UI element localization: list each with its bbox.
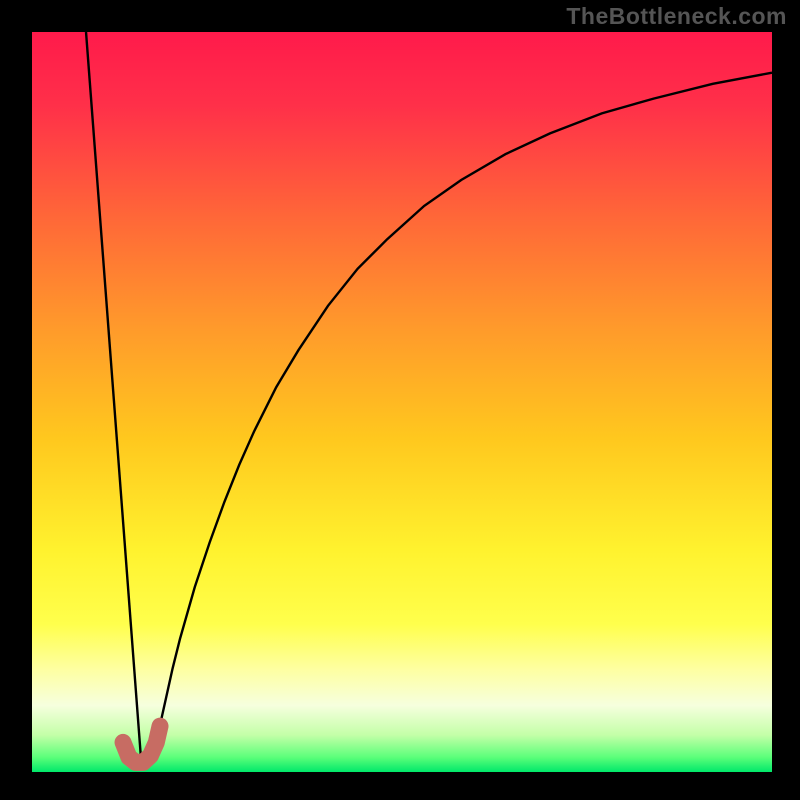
figure-canvas: TheBottleneck.com [0, 0, 800, 800]
plot-background [32, 32, 772, 772]
watermark-text: TheBottleneck.com [566, 3, 787, 30]
bottleneck-chart [0, 0, 800, 800]
